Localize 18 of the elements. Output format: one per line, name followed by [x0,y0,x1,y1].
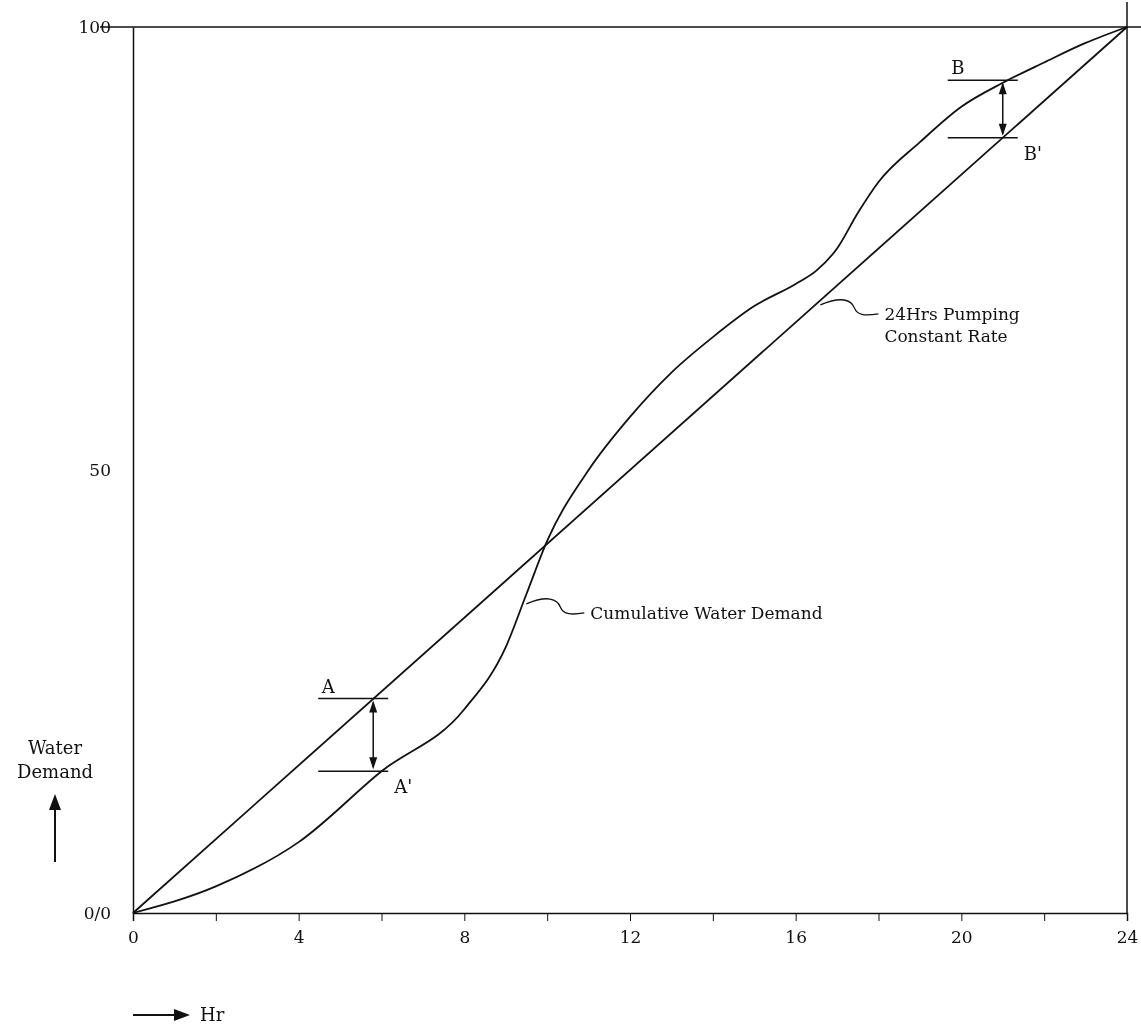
x-axis-title: Hr [200,1004,225,1025]
y-tick-label: 100 [78,16,111,37]
x-tick-label: 4 [293,927,305,948]
y-axis-title: Water Demand [17,737,93,782]
annotation: A [320,675,336,697]
annotation: Cumulative Water Demand [590,602,823,623]
annotation: B' [1023,142,1042,164]
x-tick-label: 24 [1116,927,1139,948]
x-tick-label: 8 [459,927,471,948]
x-tick-label: 0 [128,927,139,948]
x-tick-label: 12 [619,927,642,948]
x-tick-label: 16 [785,927,807,948]
y-tick-label: 0/0 [83,902,111,923]
annotation: 24Hrs Pumping Constant Rate [884,303,1020,346]
annotation: A' [393,776,413,798]
y-tick-label: 50 [89,459,111,480]
x-tick-label: 20 [951,927,973,948]
annotation: B [951,57,965,79]
